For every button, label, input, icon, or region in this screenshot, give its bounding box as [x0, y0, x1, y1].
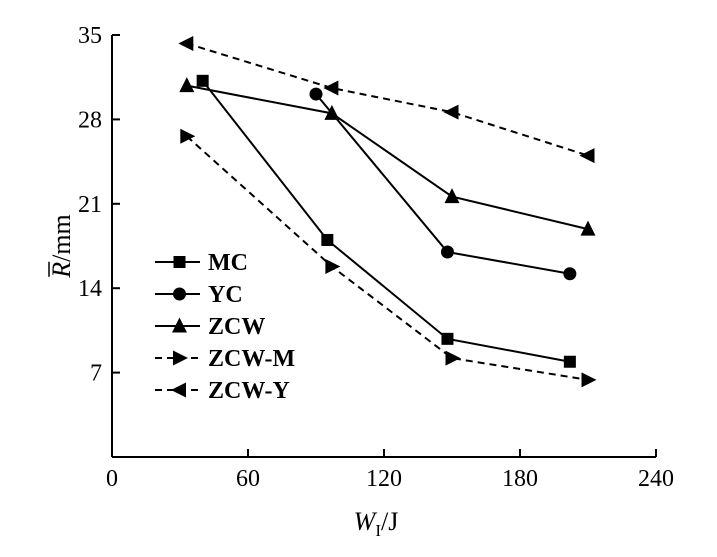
legend-label: ZCW-Y: [208, 378, 290, 404]
legend-label: ZCW-M: [208, 346, 295, 372]
legend-label: ZCW: [208, 314, 265, 340]
legend-marker: [171, 382, 186, 398]
series-line-zcw-y: [186, 42, 589, 157]
data-point-zcw: [444, 188, 460, 204]
y-tick-label: 28: [78, 107, 102, 133]
series-zcw: [179, 77, 596, 236]
series-line-zcw: [186, 84, 589, 231]
legend-item-zcw: ZCW: [155, 314, 265, 340]
data-point-zcw-m: [180, 128, 196, 144]
y-tick-label: 35: [78, 23, 102, 49]
legend-marker: [173, 287, 186, 301]
data-point-zcw-y: [178, 35, 194, 51]
data-point-zcw-y: [323, 80, 339, 96]
series-mc: [196, 74, 576, 368]
series-line-mc: [201, 80, 571, 363]
legend: MC YC ZCW ZCW-M ZCW-Y: [155, 250, 295, 404]
x-tick-label: 180: [502, 466, 538, 492]
x-axis-title-main: W: [354, 507, 378, 536]
data-point-zcw: [580, 220, 596, 236]
legend-label: MC: [208, 250, 248, 276]
data-point-yc: [309, 87, 323, 101]
data-point-zcw-y: [443, 104, 459, 120]
x-tick-label: 120: [366, 466, 402, 492]
legend-marker: [173, 350, 188, 366]
x-tick-label: 240: [638, 466, 674, 492]
data-point-mc: [196, 74, 209, 87]
x-axis-title-sub: I: [375, 521, 381, 540]
y-tick-label: 14: [78, 276, 102, 302]
legend-label: YC: [208, 282, 243, 308]
data-point-zcw-m: [445, 350, 461, 366]
data-point-zcw: [324, 104, 340, 120]
series-line-zcw-m: [186, 135, 589, 381]
x-tick-label: 0: [106, 466, 118, 492]
data-point-yc: [563, 267, 577, 281]
data-point-mc: [321, 233, 334, 246]
data-point-mc: [563, 355, 576, 368]
data-point-zcw-m: [325, 258, 341, 274]
y-axis-title-symbol: R: [47, 262, 76, 279]
y-axis-title-unit: /mm: [47, 214, 76, 262]
series-line-yc: [315, 93, 571, 275]
series-group: [178, 35, 597, 388]
data-point-mc: [441, 332, 454, 345]
legend-item-mc: MC: [155, 250, 248, 276]
legend-item-zcw-y: ZCW-Y: [155, 378, 290, 404]
x-axis-title-unit: /J: [381, 507, 398, 536]
y-tick-label: 21: [78, 192, 102, 218]
legend-marker: [172, 317, 187, 333]
series-zcw-y: [178, 35, 595, 164]
data-point-yc: [440, 245, 454, 259]
ticks: 0 60 120 180 240 7 14 21 28 35: [78, 23, 674, 492]
y-axis-title: R/mm: [47, 214, 76, 279]
series-zcw-m: [180, 128, 597, 388]
data-point-zcw-m: [581, 372, 597, 388]
legend-item-zcw-m: ZCW-M: [155, 346, 295, 372]
x-tick-label: 60: [236, 466, 260, 492]
legend-marker: [173, 256, 186, 268]
x-axis-title: WI/J: [354, 507, 399, 540]
data-point-zcw-y: [579, 148, 595, 164]
data-point-zcw: [179, 77, 195, 93]
legend-item-yc: YC: [155, 282, 243, 308]
y-tick-label: 7: [90, 361, 102, 387]
series-yc: [309, 87, 577, 281]
svg-text:R/mm: R/mm: [47, 214, 76, 279]
